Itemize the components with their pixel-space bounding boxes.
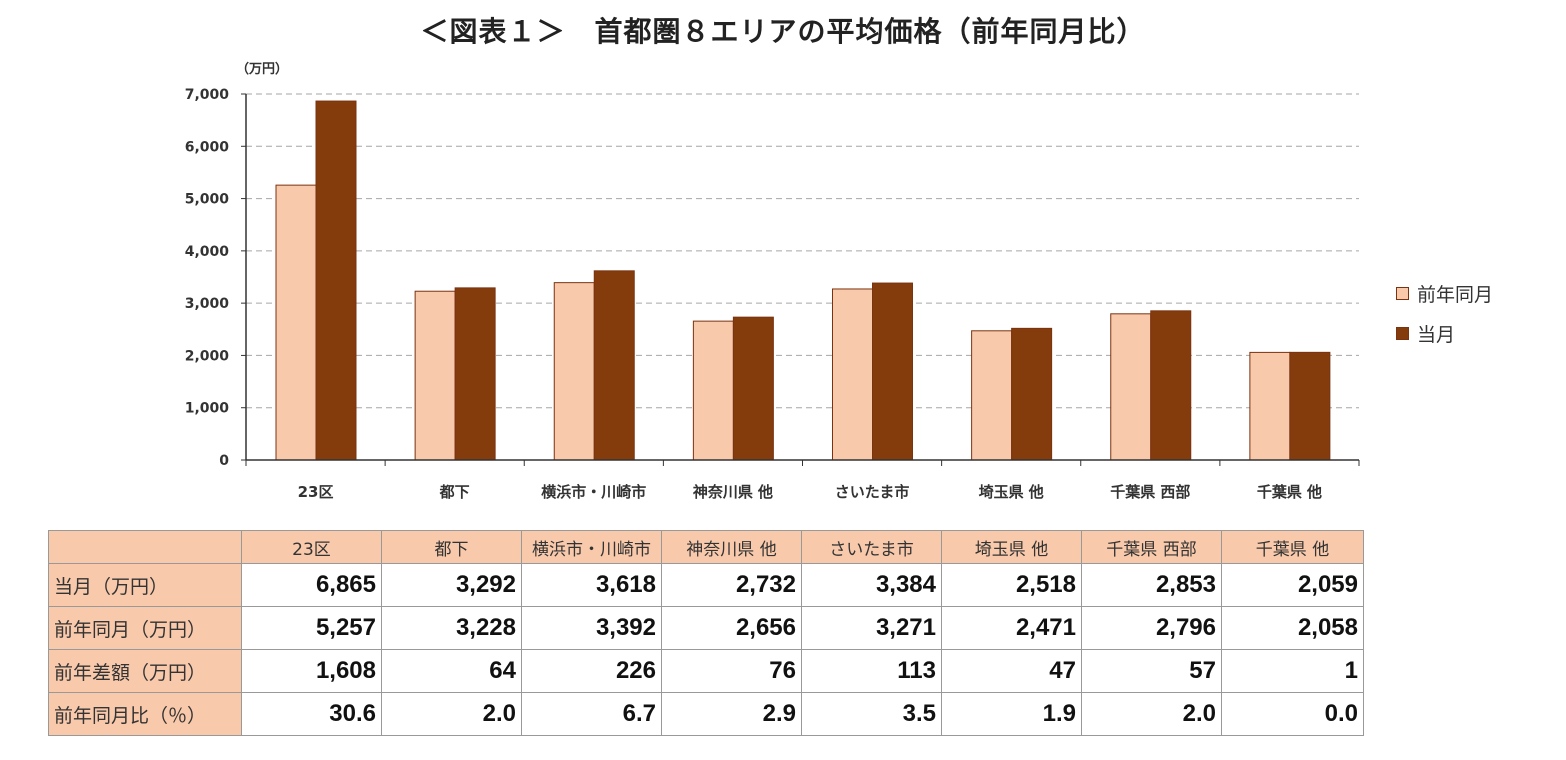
table-row: 前年同月（万円） 5,257 3,228 3,392 2,656 3,271 2… xyxy=(48,606,1364,650)
table-header-cell: 横浜市・川崎市 xyxy=(521,530,662,564)
bar-prev-year xyxy=(275,184,317,461)
legend-label-current: 当月 xyxy=(1417,323,1456,346)
table-cell: 64 xyxy=(381,649,522,693)
bar-prev-year xyxy=(553,282,595,461)
axes xyxy=(241,93,1360,466)
table-cell: 226 xyxy=(521,649,662,693)
bar-current xyxy=(1150,310,1192,461)
gridlines xyxy=(246,93,1359,409)
table-cell: 2.0 xyxy=(1081,692,1222,736)
table-cell: 5,257 xyxy=(241,606,382,650)
table-row: 当月（万円） 6,865 3,292 3,618 2,732 3,384 2,5… xyxy=(48,563,1364,607)
bar-prev-year xyxy=(1249,351,1291,461)
bars xyxy=(275,100,1331,461)
table-cell: 3,271 xyxy=(801,606,942,650)
legend-label-prev-year: 前年同月 xyxy=(1417,283,1494,306)
bar-prev-year xyxy=(692,320,734,461)
table-cell: 2,796 xyxy=(1081,606,1222,650)
data-table: 23区 都下 横浜市・川崎市 神奈川県 他 さいたま市 埼玉県 他 千葉県 西部… xyxy=(48,530,1364,736)
legend-swatch-current xyxy=(1396,326,1409,340)
table-header-row: 23区 都下 横浜市・川崎市 神奈川県 他 さいたま市 埼玉県 他 千葉県 西部… xyxy=(48,530,1364,564)
y-tick-label: 3,000 xyxy=(185,296,230,312)
table-row: 前年差額（万円） 1,608 64 226 76 113 47 57 1 xyxy=(48,649,1364,693)
table-cell: 1,608 xyxy=(241,649,382,693)
y-tick-label: 0 xyxy=(219,453,229,469)
table-cell: 57 xyxy=(1081,649,1222,693)
table-cell: 6.7 xyxy=(521,692,662,736)
bar-current xyxy=(454,287,496,461)
table-row-label: 前年差額（万円） xyxy=(48,649,242,693)
bar-current xyxy=(1011,327,1053,461)
table-cell: 3,228 xyxy=(381,606,522,650)
table-header-cell: 千葉県 他 xyxy=(1221,530,1364,564)
table-cell: 30.6 xyxy=(241,692,382,736)
table-cell: 2.0 xyxy=(381,692,522,736)
x-tick-label: 千葉県 他 xyxy=(1257,483,1322,501)
y-tick-label: 6,000 xyxy=(185,139,230,155)
bar-current xyxy=(872,282,913,461)
legend-item-current: 当月 xyxy=(1396,320,1493,346)
y-tick-labels: 0 1,000 2,000 3,000 4,000 5,000 6,000 7,000 xyxy=(185,87,230,469)
x-tick-label: 千葉県 西部 xyxy=(1110,483,1190,501)
table-cell: 2,656 xyxy=(661,606,802,650)
table-cell: 2.9 xyxy=(661,692,802,736)
y-tick-label: 5,000 xyxy=(185,192,230,208)
table-header-cell: 千葉県 西部 xyxy=(1081,530,1222,564)
table-corner-cell xyxy=(48,530,242,564)
table-cell: 1.9 xyxy=(941,692,1082,736)
y-tick-label: 7,000 xyxy=(185,87,230,103)
bar-chart: （万円） 0 1,000 2,000 3,000 4,000 5,000 6,000 7,00… xyxy=(185,61,1360,501)
x-tick-label: 横浜市・川崎市 xyxy=(541,483,646,501)
table-cell: 47 xyxy=(941,649,1082,693)
table-cell: 2,732 xyxy=(661,563,802,607)
table-cell: 113 xyxy=(801,649,942,693)
y-tick-label: 4,000 xyxy=(185,244,230,260)
x-tick-label: 神奈川県 他 xyxy=(693,483,773,501)
table-cell: 2,058 xyxy=(1221,606,1364,650)
table-row: 前年同月比（％） 30.6 2.0 6.7 2.9 3.5 1.9 2.0 0.… xyxy=(48,692,1364,736)
table-cell: 3,392 xyxy=(521,606,662,650)
x-tick-label: 都下 xyxy=(439,483,470,501)
bar-current xyxy=(315,100,357,461)
table-header-cell: 埼玉県 他 xyxy=(941,530,1082,564)
bar-current xyxy=(593,270,635,461)
x-tick-labels: 23区 都下 横浜市・川崎市 神奈川県 他 さいたま市 埼玉県 他 千葉県 西部 千葉県 他 xyxy=(298,483,1322,501)
bar-current xyxy=(1289,351,1331,461)
table-header-cell: 23区 xyxy=(241,530,382,564)
table-row-label: 前年同月（万円） xyxy=(48,606,242,650)
x-tick-label: 埼玉県 他 xyxy=(979,483,1044,501)
bar-prev-year xyxy=(971,330,1013,461)
x-tick-label: 23区 xyxy=(298,483,334,501)
table-cell: 76 xyxy=(661,649,802,693)
legend: 前年同月 当月 xyxy=(1396,280,1493,360)
table-cell: 3,384 xyxy=(801,563,942,607)
bar-prev-year xyxy=(1110,313,1152,461)
y-tick-label: 2,000 xyxy=(185,348,230,364)
table-cell: 3,292 xyxy=(381,563,522,607)
bar-prev-year xyxy=(832,288,873,461)
table-cell: 2,471 xyxy=(941,606,1082,650)
table-cell: 2,518 xyxy=(941,563,1082,607)
table-cell: 0.0 xyxy=(1221,692,1364,736)
table-row-label: 前年同月比（％） xyxy=(48,692,242,736)
chart-title: ＜図表１＞ 首都圏８エリアの平均価格（前年同月比） xyxy=(420,15,1146,48)
table-header-cell: 都下 xyxy=(381,530,522,564)
legend-swatch-prev-year xyxy=(1396,286,1409,300)
y-tick-label: 1,000 xyxy=(185,401,230,417)
table-header-cell: 神奈川県 他 xyxy=(661,530,802,564)
bar-prev-year xyxy=(414,290,456,461)
x-tick-label: さいたま市 xyxy=(835,483,910,501)
table-cell: 2,853 xyxy=(1081,563,1222,607)
table-cell: 3,618 xyxy=(521,563,662,607)
bar-current xyxy=(732,316,774,461)
unit-label: （万円） xyxy=(236,61,288,77)
table-cell: 1 xyxy=(1221,649,1364,693)
table-cell: 2,059 xyxy=(1221,563,1364,607)
table-row-label: 当月（万円） xyxy=(48,563,242,607)
legend-item-prev-year: 前年同月 xyxy=(1396,280,1493,306)
table-cell: 3.5 xyxy=(801,692,942,736)
table-cell: 6,865 xyxy=(241,563,382,607)
table-header-cell: さいたま市 xyxy=(801,530,942,564)
